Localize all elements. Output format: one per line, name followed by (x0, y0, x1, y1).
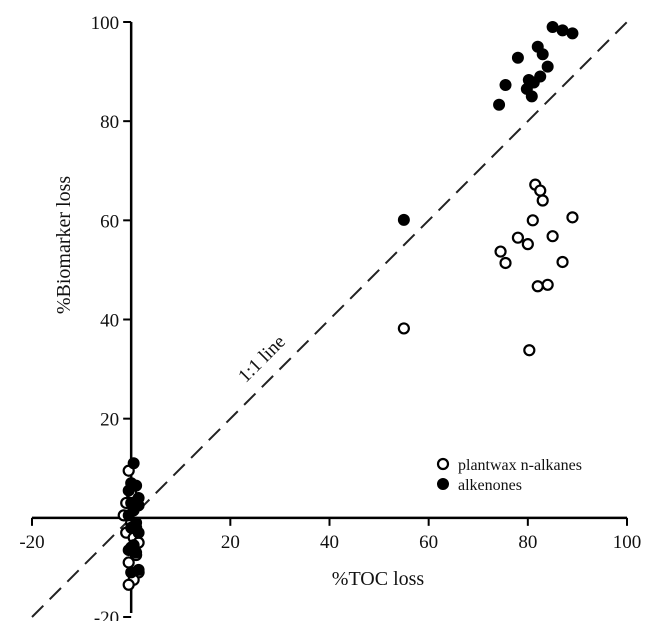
point-plantwax-n-alkanes (511, 231, 525, 244)
y-axis-ticks: -20 20 40 60 80 100 (91, 13, 132, 621)
point-alkenones (132, 526, 145, 539)
legend-label-plantwax: plantwax n-alkanes (458, 457, 582, 474)
legend-open-circle-marker (436, 457, 450, 471)
data-points (117, 20, 579, 591)
x-axis-title: %TOC loss (332, 568, 425, 590)
x-tick-label: 40 (320, 532, 339, 553)
point-alkenones (499, 78, 512, 91)
point-plantwax-n-alkanes (566, 211, 579, 224)
legend-label-alkenones: alkenones (458, 477, 522, 494)
y-tick-label: 80 (100, 112, 119, 133)
point-alkenones (536, 48, 549, 61)
point-alkenones (122, 509, 135, 522)
legend-filled-circle-marker (437, 478, 449, 490)
point-plantwax-n-alkanes (122, 578, 135, 591)
y-tick-label: -20 (94, 608, 119, 621)
one-to-one-reference-line (31, 21, 628, 618)
x-tick-label: 100 (613, 532, 642, 553)
point-plantwax-n-alkanes (526, 214, 539, 227)
x-tick-label: 20 (221, 532, 240, 553)
point-plantwax-n-alkanes (523, 344, 536, 357)
point-plantwax-n-alkanes (122, 556, 135, 569)
point-plantwax-n-alkanes (499, 256, 512, 270)
y-tick-label: 100 (91, 13, 120, 34)
y-tick-label: 20 (100, 410, 119, 431)
point-alkenones (397, 213, 410, 226)
point-alkenones (130, 546, 143, 559)
point-alkenones (541, 60, 554, 73)
point-alkenones (534, 70, 547, 83)
point-alkenones (122, 484, 135, 497)
x-tick-label: 80 (518, 532, 537, 553)
y-axis-title: %Biomarker loss (53, 176, 75, 315)
point-plantwax-n-alkanes (521, 238, 534, 251)
point-alkenones (525, 90, 538, 103)
point-alkenones (566, 27, 579, 40)
point-alkenones (546, 20, 559, 33)
point-alkenones (132, 563, 145, 576)
reference-line-label: 1:1 line (234, 331, 290, 387)
point-alkenones (493, 98, 506, 111)
x-tick-label: -20 (19, 532, 44, 553)
point-alkenones (127, 457, 140, 470)
point-plantwax-n-alkanes (534, 184, 547, 197)
x-tick-label: 60 (419, 532, 438, 553)
point-alkenones (511, 51, 524, 64)
point-plantwax-n-alkanes (536, 194, 549, 207)
y-tick-label: 60 (100, 211, 119, 232)
point-plantwax-n-alkanes (494, 245, 507, 258)
point-plantwax-n-alkanes (397, 322, 410, 335)
legend: plantwax n-alkanes alkenones (436, 457, 582, 494)
point-plantwax-n-alkanes (556, 255, 569, 269)
point-alkenones (556, 24, 569, 37)
point-plantwax-n-alkanes (531, 280, 544, 293)
y-tick-label: 40 (100, 311, 119, 332)
point-plantwax-n-alkanes (546, 230, 559, 243)
x-axis-ticks: -20 20 40 60 80 100 (19, 517, 642, 553)
point-plantwax-n-alkanes (541, 278, 554, 291)
